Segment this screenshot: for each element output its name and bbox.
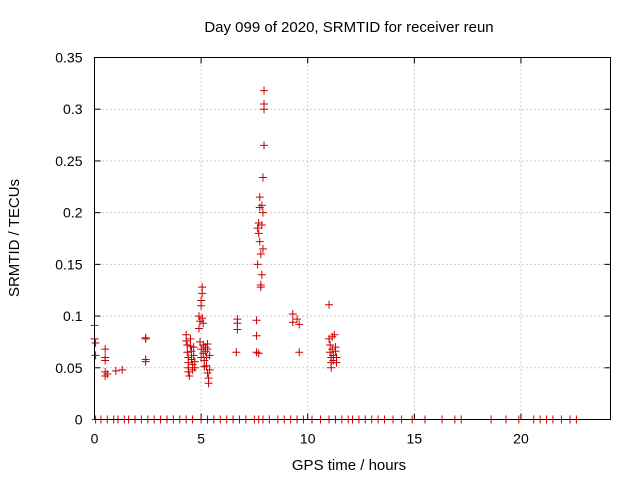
data-point [327, 363, 336, 372]
data-point [201, 347, 210, 356]
data-point [232, 348, 241, 357]
data-point [258, 173, 267, 182]
data-point [190, 363, 199, 372]
y-tick-label: 0 [75, 412, 83, 428]
y-axis-title: SRMTID / TECUs [6, 179, 23, 297]
y-tick-label: 0.25 [55, 153, 82, 169]
x-axis-title: GPS time / hours [292, 457, 406, 474]
data-point [288, 318, 297, 327]
data-point [256, 283, 265, 292]
data-point [185, 372, 194, 381]
data-point [260, 105, 269, 114]
data-point [254, 229, 263, 238]
data-point [254, 218, 263, 227]
data-point [257, 270, 266, 279]
x-tick-label: 20 [513, 431, 529, 447]
data-point [187, 355, 196, 364]
x-tick-label: 15 [407, 431, 423, 447]
data-point [328, 345, 337, 354]
y-tick-label: 0.05 [55, 360, 82, 376]
data-point [253, 224, 262, 233]
data-point [101, 345, 110, 354]
tick-layer: 0 5 10 15 20 0 0.05 0.1 0.15 0.2 0.25 0.3 0.35 [55, 50, 611, 447]
data-point [183, 341, 192, 350]
y-tick-label: 0.2 [63, 205, 83, 221]
data-point [205, 351, 214, 360]
data-point [260, 141, 269, 150]
plot-frame [94, 57, 611, 420]
chart-title: Day 099 of 2020, SRMTID for receiver reu… [204, 19, 493, 36]
data-point [198, 289, 207, 298]
data-point [252, 331, 261, 340]
data-point [204, 379, 213, 388]
y-tick-label: 0.35 [55, 50, 82, 66]
data-point [293, 315, 302, 324]
data-point [288, 310, 297, 319]
data-point [252, 348, 261, 357]
data-point [186, 334, 195, 343]
data-point [255, 193, 264, 202]
data-point [141, 357, 150, 366]
y-tick-label: 0.3 [63, 101, 83, 117]
data-point [255, 237, 264, 246]
data-point [184, 367, 193, 376]
data-point [103, 369, 112, 378]
data-point [202, 361, 211, 370]
data-point [252, 316, 261, 325]
data-point [182, 336, 191, 345]
data-point [188, 365, 197, 374]
data-point [189, 343, 198, 352]
data-point [202, 353, 211, 362]
data-point [325, 300, 334, 309]
data-point [91, 351, 100, 360]
data-point [189, 351, 198, 360]
data-point [254, 349, 263, 358]
data-point [183, 348, 192, 357]
data-point [203, 345, 212, 354]
data-point [198, 314, 207, 323]
data-point [257, 201, 266, 210]
grid-layer [94, 57, 611, 420]
data-point [118, 365, 127, 374]
data-point [205, 365, 214, 374]
data-point [187, 347, 196, 356]
data-point [101, 372, 110, 381]
x-tick-label: 0 [91, 431, 99, 447]
data-point [258, 244, 267, 253]
x-tick-label: 10 [300, 431, 316, 447]
data-point [199, 341, 208, 350]
y-tick-label: 0.1 [63, 308, 83, 324]
data-point [233, 325, 242, 334]
data-point [295, 348, 304, 357]
data-point [295, 320, 304, 329]
data-point [197, 301, 206, 310]
data-point [111, 366, 120, 375]
data-point [328, 332, 337, 341]
data-point [255, 203, 264, 212]
data-point [325, 334, 334, 343]
data-point [331, 347, 340, 356]
x-tick-label: 5 [197, 431, 205, 447]
data-point [199, 349, 208, 358]
data-point [141, 334, 150, 343]
data-point [194, 312, 203, 321]
data-point [258, 208, 267, 217]
data-point [200, 362, 209, 371]
data-point [253, 260, 262, 269]
data-point [186, 342, 195, 351]
data-point [260, 86, 269, 95]
data-point [91, 338, 100, 347]
data-point [256, 250, 265, 259]
data-point [101, 356, 110, 365]
data-point [194, 324, 203, 333]
data-point [257, 221, 266, 230]
data-point [330, 330, 339, 339]
data-point [199, 319, 208, 328]
data-point [332, 358, 341, 367]
y-tick-label: 0.15 [55, 256, 82, 272]
data-point [326, 341, 335, 350]
